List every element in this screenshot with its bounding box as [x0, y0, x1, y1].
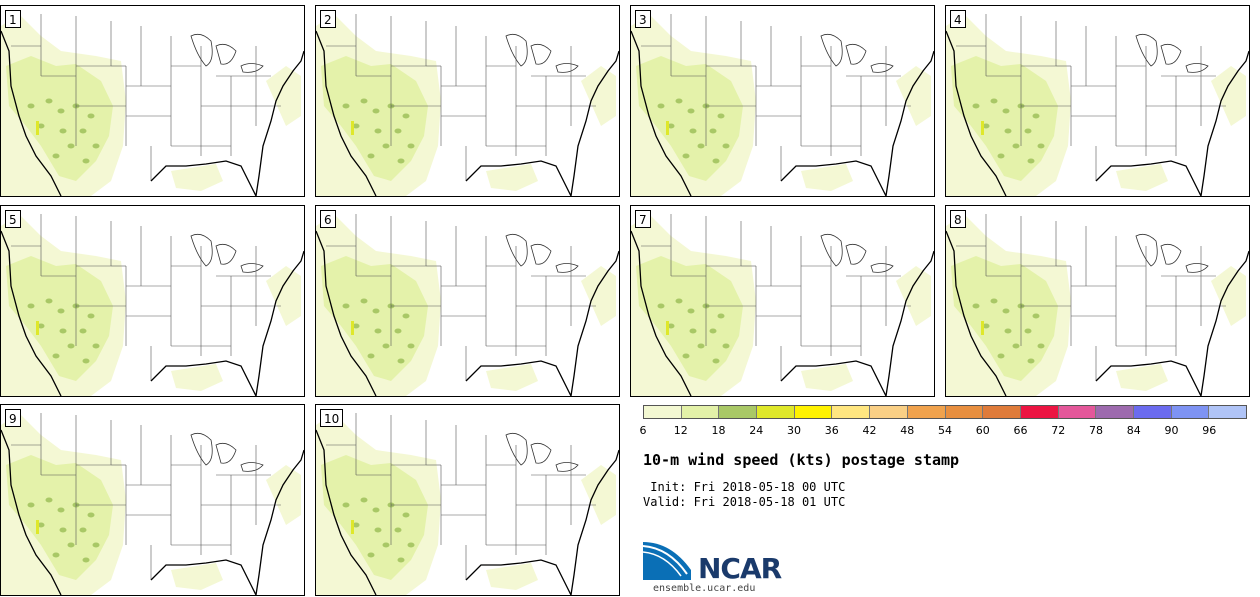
colorbar-segment-8	[907, 406, 946, 418]
colorbar-segment-2	[681, 406, 720, 418]
colorbar-tick-label: 78	[1089, 424, 1103, 437]
member-number: 1	[5, 10, 21, 28]
ensemble-member-panel-8: 8	[945, 205, 1250, 397]
colorbar-segment-7	[870, 406, 908, 418]
member-number: 2	[320, 10, 336, 28]
map-10	[316, 405, 619, 595]
colorbar-segment-16	[1209, 406, 1246, 418]
colorbar-segment-1	[644, 406, 682, 418]
colorbar-segment-3	[719, 406, 758, 418]
member-number: 9	[5, 409, 21, 427]
colorbar-segment-14	[1133, 406, 1172, 418]
map-2	[316, 6, 619, 196]
ensemble-member-panel-1: 1	[0, 5, 305, 197]
plot-title: 10-m wind speed (kts) postage stamp	[643, 451, 960, 469]
colorbar-segment-10	[983, 406, 1021, 418]
colorbar-tick-label: 96	[1202, 424, 1217, 437]
map-6	[316, 206, 619, 396]
valid-time: Valid: Fri 2018-05-18 01 UTC	[643, 495, 846, 509]
ensemble-member-panel-10: 10	[315, 404, 620, 596]
colorbar-tick-label: 60	[975, 424, 990, 437]
colorbar-tick-labels: 6 12 18 24 30 36 42 48 54 60 66 72 78 84 90 96	[639, 424, 1247, 438]
site-url: ensemble.ucar.edu	[653, 583, 756, 594]
colorbar-tick-label: 42	[862, 424, 877, 437]
colorbar-segment-6	[832, 406, 871, 418]
colorbar-segment-12	[1058, 406, 1097, 418]
colorbar-tick-label: 90	[1164, 424, 1179, 437]
colorbar-tick-label: 6	[639, 424, 647, 437]
colorbar-segment-9	[945, 406, 984, 418]
colorbar-segment-15	[1171, 406, 1210, 418]
colorbar-tick-label: 12	[673, 424, 688, 437]
colorbar-segment-5	[794, 406, 833, 418]
member-number: 10	[320, 409, 344, 427]
ensemble-member-panel-3: 3	[630, 5, 935, 197]
colorbar-segment-13	[1096, 406, 1134, 418]
colorbar-tick-label: 84	[1126, 424, 1141, 437]
map-4	[946, 6, 1249, 196]
ncar-logo-icon	[643, 542, 691, 580]
colorbar-tick-label: 36	[824, 424, 839, 437]
ensemble-member-panel-9: 9	[0, 404, 305, 596]
map-8	[946, 206, 1249, 396]
member-number: 3	[635, 10, 651, 28]
map-9	[1, 405, 304, 595]
init-time: Init: Fri 2018-05-18 00 UTC	[643, 480, 846, 494]
colorbar-tick-label: 18	[711, 424, 726, 437]
logo-text: NCAR	[698, 552, 782, 585]
map-5	[1, 206, 304, 396]
colorbar-tick-label: 72	[1051, 424, 1066, 437]
colorbar-segment-11	[1020, 406, 1059, 418]
ensemble-member-panel-6: 6	[315, 205, 620, 397]
map-7	[631, 206, 934, 396]
member-number: 4	[950, 10, 966, 28]
member-number: 7	[635, 210, 651, 228]
colorbar	[643, 405, 1247, 419]
map-3	[631, 6, 934, 196]
colorbar-segment-4	[757, 406, 795, 418]
colorbar-tick-label: 30	[787, 424, 801, 437]
member-number: 6	[320, 210, 336, 228]
colorbar-tick-label: 24	[749, 424, 764, 437]
colorbar-tick-label: 48	[900, 424, 915, 437]
ensemble-member-panel-4: 4	[945, 5, 1250, 197]
ensemble-member-panel-5: 5	[0, 205, 305, 397]
colorbar-tick-label: 66	[1013, 424, 1028, 437]
ensemble-member-panel-7: 7	[630, 205, 935, 397]
map-1	[1, 6, 304, 196]
member-number: 8	[950, 210, 966, 228]
colorbar-tick-label: 54	[938, 424, 952, 437]
ensemble-member-panel-2: 2	[315, 5, 620, 197]
member-number: 5	[5, 210, 21, 228]
